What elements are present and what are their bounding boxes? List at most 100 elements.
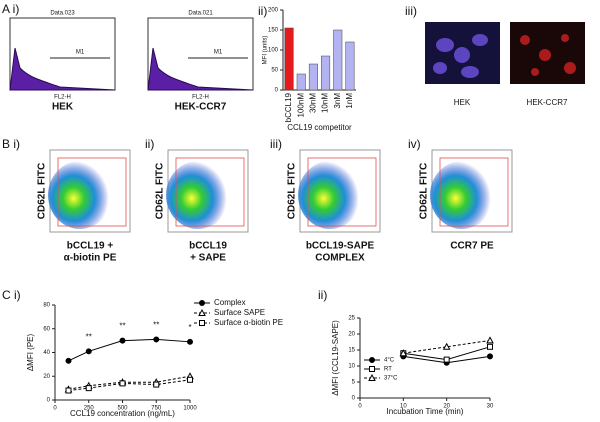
histogram [9,47,116,91]
annotation: * [188,323,191,332]
marker [187,338,193,345]
x-tick-label: 30 [487,404,494,410]
y-tick-label: 10 [348,364,355,370]
y-axis-label: ΔMFI (PE) [26,333,35,371]
caption: HEK [52,102,74,113]
x-tick-label: 500 [117,406,128,412]
gate-label: M1 [76,50,85,56]
bar [308,63,318,91]
bar [296,73,306,91]
gate [175,157,245,227]
density [166,161,230,229]
panel-label: ii) [145,137,154,151]
x-tick-label: 20 [443,404,450,410]
x-tick-label: 0 [358,404,362,410]
legend-label: Surface α-biotin PE [214,318,283,327]
x-tick-label: 3nM [333,93,342,109]
y-tick-label: 5 [352,380,356,386]
gate [57,157,127,227]
legend-marker [199,300,205,306]
caption: α-biotin PE [64,253,117,264]
y-tick-label: 80 [43,303,50,309]
y-tick-label: 0 [275,88,279,94]
annotation: ** [86,332,92,341]
caption: + SAPE [190,253,226,264]
y-tick-label: 20 [348,332,355,338]
panel-label: iv) [408,137,421,151]
marker [119,337,126,344]
y-tick-label: 20 [43,374,50,380]
marker [119,380,126,387]
legend-label: Surface SAPE [214,308,265,317]
histogram-title: Data.023 [50,11,75,17]
legend-marker [369,366,375,372]
panel-label: ii) [258,4,267,18]
x-tick-label: 10nM [321,93,330,113]
marker [153,336,160,343]
legend-label: RT [384,367,392,373]
gate [439,157,509,227]
y-axis-label: ΔMFI (CCL19-SAPE) [331,320,340,396]
panel-label: ii) [318,288,327,302]
y-tick-label: 200 [268,8,279,14]
x-tick-label: 30nM [309,93,318,113]
panel-label: iii) [405,4,417,18]
caption: HEK-CCR7 [175,102,227,113]
image-caption: HEK-CCR7 [527,98,568,107]
x-tick-label: 0 [53,406,57,412]
x-tick-label: bCCL19 [284,92,293,122]
bar [321,55,331,91]
x-tick-label: 1000 [183,406,197,412]
caption: COMPLEX [315,253,365,264]
marker [399,349,408,357]
x-axis-label: CCL19 competitor [287,123,352,132]
density [298,161,362,229]
marker [85,385,92,392]
y-tick-label: 25 [348,316,355,322]
panel-label: C i) [2,288,21,302]
x-tick-label: 250 [84,406,95,412]
caption: bCCL19 [189,241,227,252]
y-tick-label: 150 [268,28,279,34]
bar [345,41,355,91]
y-axis-label: CD62L FITC [155,163,166,220]
x-axis-label: FL2-H [192,95,209,101]
x-tick-label: 750 [151,406,162,412]
marker [65,387,72,394]
gate-label: M1 [214,50,223,56]
legend-marker [199,320,205,326]
y-axis-label: CD62L FITC [287,163,298,220]
marker [487,353,493,360]
x-axis-label: CCL19 concentration (ng/mL) [70,409,175,418]
y-tick-label: 0 [352,396,356,402]
image-caption: HEK [454,98,471,107]
panel-label: iii) [270,137,282,151]
legend-marker [368,373,376,381]
x-tick-label: 10 [400,404,407,410]
cells [520,34,576,76]
histogram [147,47,254,91]
x-tick-label: 1nM [345,93,354,109]
y-tick-label: 40 [43,350,50,356]
annotation: ** [119,322,125,331]
y-tick-label: 15 [348,348,355,354]
y-axis-label: MFI (units) [263,36,269,65]
caption: CCR7 PE [450,241,494,252]
bar [333,29,343,91]
annotation: ** [153,321,159,330]
histogram-title: Data.021 [188,11,213,17]
caption: bCCL19 + [67,241,114,252]
cells [433,34,488,78]
panel-label: A i) [2,2,19,16]
bar [284,27,294,91]
y-tick-label: 60 [43,326,50,332]
x-tick-label: 100nM [296,93,305,118]
caption: bCCL19-SAPE [306,241,375,252]
legend-label: Complex [214,298,246,307]
x-axis-label: FL2-H [54,95,71,101]
gate [307,157,377,227]
y-axis-label: CD62L FITC [37,163,48,220]
density [48,161,112,229]
y-axis-label: CD62L FITC [419,163,430,220]
